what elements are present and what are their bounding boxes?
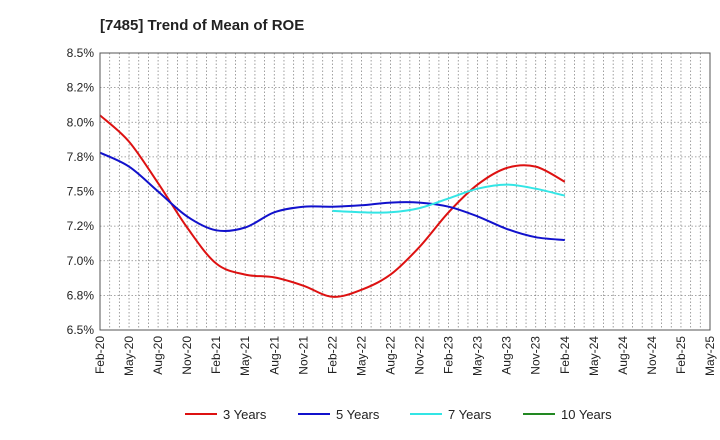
y-axis-ticks: 6.5% 6.8% 7.0% 7.2% 7.5% 7.8% 8.0% 8.2% 8.5% [67, 46, 95, 337]
x-tick-label: Aug-24 [616, 336, 630, 375]
x-tick-label: Aug-20 [151, 336, 165, 375]
x-tick-label: May-21 [238, 336, 252, 376]
y-tick-label: 7.2% [67, 219, 95, 233]
y-tick-label: 8.0% [67, 115, 95, 129]
x-tick-label: Nov-22 [413, 336, 427, 375]
legend-label-7-years: 7 Years [448, 407, 492, 422]
legend-label-10-years: 10 Years [561, 407, 612, 422]
plot-frame [99, 52, 711, 331]
x-tick-label: May-20 [122, 336, 136, 376]
y-tick-label: 8.5% [67, 46, 95, 60]
chart-title: [7485] Trend of Mean of ROE [100, 17, 304, 34]
x-tick-label: May-25 [703, 336, 717, 376]
series-lines [99, 114, 566, 298]
x-tick-label: Nov-24 [645, 336, 659, 375]
x-axis-ticks: Feb-20 May-20 Aug-20 Nov-20 Feb-21 May-21 Aug-… [93, 336, 717, 376]
y-tick-label: 6.5% [67, 323, 95, 337]
y-tick-label: 6.8% [67, 288, 95, 302]
x-tick-label: Nov-23 [529, 336, 543, 375]
x-tick-label: Feb-25 [674, 336, 688, 374]
x-tick-label: Nov-20 [180, 336, 194, 375]
series-line-7-years [332, 183, 566, 214]
y-tick-label: 7.8% [67, 150, 95, 164]
x-tick-label: Aug-21 [267, 336, 281, 375]
y-tick-label: 7.5% [67, 185, 95, 199]
x-tick-label: Feb-20 [93, 336, 107, 374]
legend-label-5-years: 5 Years [336, 407, 380, 422]
legend: 3 Years 5 Years 7 Years 10 Years [185, 407, 612, 422]
legend-label-3-years: 3 Years [223, 407, 267, 422]
x-tick-label: Aug-23 [500, 336, 514, 375]
x-tick-label: Feb-22 [325, 336, 339, 374]
x-tick-label: Feb-23 [442, 336, 456, 374]
series-line-3-years [99, 114, 566, 298]
x-tick-label: May-24 [587, 336, 601, 376]
grid [100, 53, 710, 330]
series-line-5-years [99, 151, 565, 241]
x-tick-label: May-22 [354, 336, 368, 376]
y-tick-label: 8.2% [67, 81, 95, 95]
x-tick-label: Feb-21 [209, 336, 223, 374]
y-tick-label: 7.0% [67, 254, 95, 268]
x-tick-label: May-23 [471, 336, 485, 376]
x-tick-label: Feb-24 [558, 336, 572, 374]
x-tick-label: Nov-21 [296, 336, 310, 375]
x-tick-label: Aug-22 [383, 336, 397, 375]
